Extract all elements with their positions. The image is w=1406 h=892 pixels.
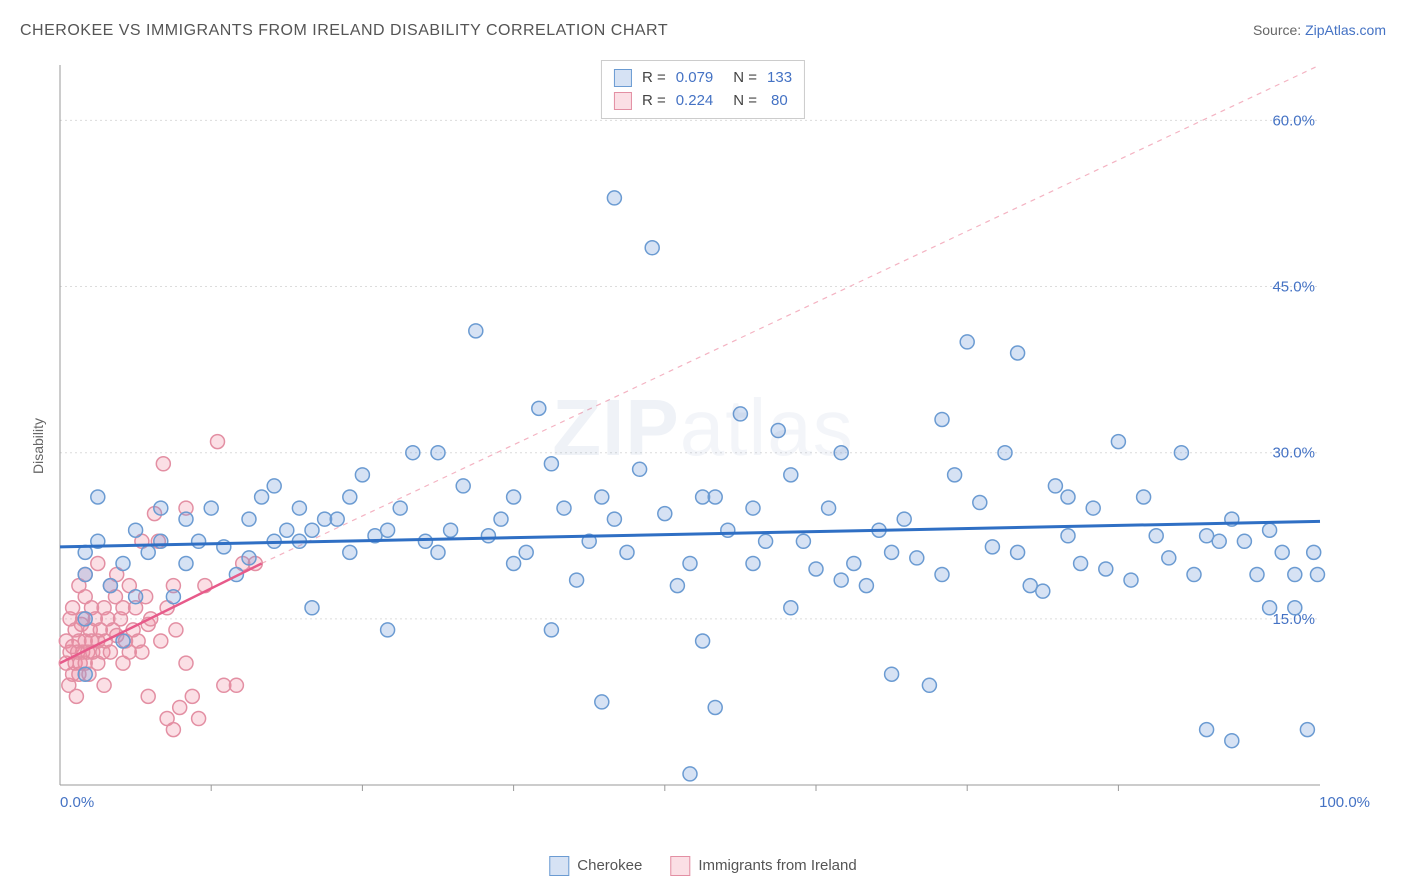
legend-label-cherokee: Cherokee: [577, 857, 642, 874]
svg-text:60.0%: 60.0%: [1272, 112, 1315, 129]
legend-series: Cherokee Immigrants from Ireland: [549, 856, 856, 876]
source-credit: Source: ZipAtlas.com: [1253, 22, 1386, 38]
chart-title: CHEROKEE VS IMMIGRANTS FROM IRELAND DISA…: [20, 22, 668, 40]
r-label: R =: [642, 90, 666, 113]
legend-item-ireland: Immigrants from Ireland: [670, 856, 856, 876]
legend-swatch-cherokee: [614, 69, 632, 87]
source-link[interactable]: ZipAtlas.com: [1305, 22, 1386, 38]
legend-item-cherokee: Cherokee: [549, 856, 642, 876]
svg-text:0.0%: 0.0%: [60, 794, 94, 811]
legend-swatch-cherokee-b: [549, 856, 569, 876]
svg-text:100.0%: 100.0%: [1319, 794, 1370, 811]
svg-text:45.0%: 45.0%: [1272, 279, 1315, 296]
n-label: N =: [733, 90, 757, 113]
n-label: N =: [733, 67, 757, 90]
legend-stats-row-2: R = 0.224 N = 80: [614, 90, 792, 113]
n-value-ireland: 80: [771, 90, 788, 113]
r-value-ireland: 0.224: [676, 90, 714, 113]
source-prefix: Source:: [1253, 22, 1305, 38]
legend-label-ireland: Immigrants from Ireland: [698, 857, 856, 874]
legend-stats: R = 0.079 N = 133 R = 0.224 N = 80: [601, 60, 805, 119]
r-label: R =: [642, 67, 666, 90]
legend-swatch-ireland: [614, 92, 632, 110]
y-axis-label: Disability: [30, 418, 46, 474]
r-value-cherokee: 0.079: [676, 67, 714, 90]
svg-text:30.0%: 30.0%: [1272, 445, 1315, 462]
scatter-svg: 15.0%30.0%45.0%60.0%0.0%100.0%: [50, 55, 1380, 825]
n-value-cherokee: 133: [767, 67, 792, 90]
chart-area: 15.0%30.0%45.0%60.0%0.0%100.0%: [50, 55, 1380, 825]
legend-stats-row-1: R = 0.079 N = 133: [614, 67, 792, 90]
legend-swatch-ireland-b: [670, 856, 690, 876]
